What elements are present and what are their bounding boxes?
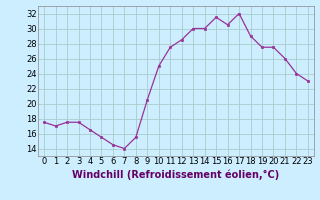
- X-axis label: Windchill (Refroidissement éolien,°C): Windchill (Refroidissement éolien,°C): [72, 169, 280, 180]
